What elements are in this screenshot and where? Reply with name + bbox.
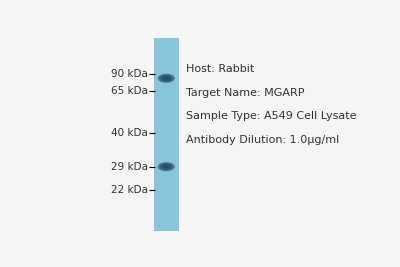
Ellipse shape xyxy=(158,74,175,83)
Text: Host: Rabbit: Host: Rabbit xyxy=(186,64,255,74)
Text: Antibody Dilution: 1.0µg/ml: Antibody Dilution: 1.0µg/ml xyxy=(186,135,340,145)
Bar xyxy=(154,38,179,231)
Text: Target Name: MGARP: Target Name: MGARP xyxy=(186,88,305,98)
Text: 65 kDa: 65 kDa xyxy=(111,86,148,96)
Ellipse shape xyxy=(160,163,172,170)
Text: 40 kDa: 40 kDa xyxy=(111,128,148,138)
Text: 29 kDa: 29 kDa xyxy=(111,162,148,172)
Text: 90 kDa: 90 kDa xyxy=(111,69,148,79)
Ellipse shape xyxy=(163,165,170,168)
Ellipse shape xyxy=(158,162,175,171)
Ellipse shape xyxy=(163,76,170,80)
Text: Sample Type: A549 Cell Lysate: Sample Type: A549 Cell Lysate xyxy=(186,111,357,121)
Text: 22 kDa: 22 kDa xyxy=(111,185,148,195)
Ellipse shape xyxy=(160,75,172,81)
